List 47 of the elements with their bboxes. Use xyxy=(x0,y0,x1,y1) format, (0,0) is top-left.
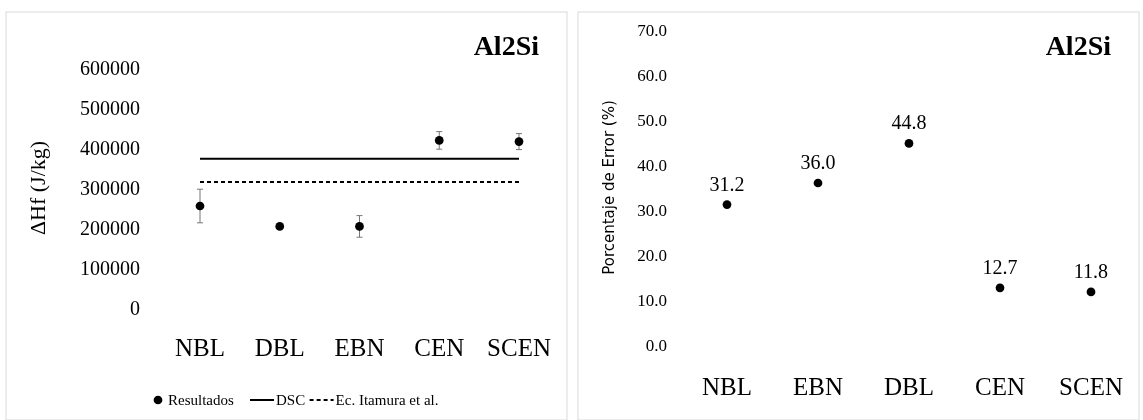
point xyxy=(195,201,205,211)
y-tick-label: 100000 xyxy=(80,257,140,279)
point xyxy=(275,222,285,231)
y-tick-label: 0.0 xyxy=(645,335,667,355)
x-tick-label: EBN xyxy=(793,373,843,400)
point xyxy=(813,178,823,188)
x-tick-label: DBL xyxy=(254,334,305,361)
legend-label: DSC xyxy=(276,392,306,408)
y-axis-title: ΔHf (J/kg) xyxy=(25,140,50,236)
y-tick-label: 70.0 xyxy=(637,20,667,40)
y-tick-label: 50.0 xyxy=(637,110,667,130)
x-tick-label: SCEN xyxy=(487,334,551,361)
point xyxy=(514,137,524,146)
y-tick-label: 300000 xyxy=(80,177,140,199)
point xyxy=(995,283,1005,293)
y-tick-label: 200000 xyxy=(80,217,140,239)
point xyxy=(904,139,914,148)
y-tick-label: 30.0 xyxy=(637,200,667,220)
data-label: 44.8 xyxy=(891,111,927,134)
y-tick-label: 40.0 xyxy=(637,155,667,175)
data-label: 12.7 xyxy=(982,255,1018,278)
data-label: 11.8 xyxy=(1073,259,1109,282)
y-tick-label: 400000 xyxy=(80,137,140,159)
point xyxy=(434,136,444,145)
y-tick-label: 600000 xyxy=(80,57,140,79)
point xyxy=(355,222,364,231)
data-label: 36.0 xyxy=(800,151,836,173)
y-tick-label: 60.0 xyxy=(637,65,667,85)
y-tick-label: 20.0 xyxy=(637,245,667,265)
x-tick-label: DBL xyxy=(884,373,934,400)
x-tick-label: NBL xyxy=(175,334,225,361)
x-tick-label: CEN xyxy=(975,373,1025,400)
legend-label: Ec. Itamura et al. xyxy=(335,392,439,408)
x-tick-label: NBL xyxy=(702,373,752,400)
x-tick-label: EBN xyxy=(334,334,385,361)
point xyxy=(1086,287,1096,297)
y-axis-title: Porcentaje de Error (%) xyxy=(600,100,618,275)
data-label: 31.2 xyxy=(709,172,745,195)
chart-title: Al2Si xyxy=(1045,30,1112,61)
y-tick-label: 0 xyxy=(130,297,140,319)
legend-label: Resultados xyxy=(168,392,234,408)
x-tick-label: CEN xyxy=(414,334,465,361)
chart-title: Al2Si xyxy=(473,30,540,61)
y-tick-label: 10.0 xyxy=(637,290,667,310)
x-tick-label: SCEN xyxy=(1059,373,1123,400)
point xyxy=(722,200,732,209)
y-tick-label: 500000 xyxy=(80,97,140,119)
